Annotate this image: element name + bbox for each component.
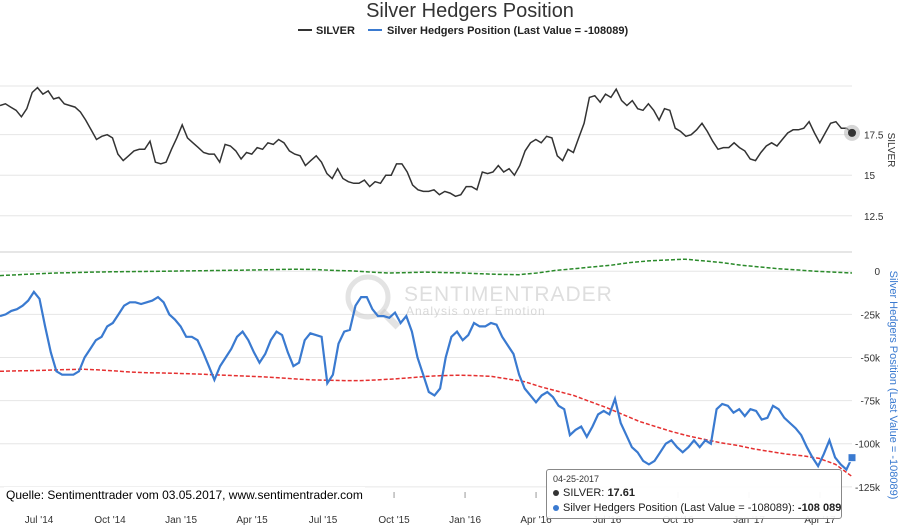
hedgers-hover-marker (847, 453, 857, 463)
top-panel-grid (0, 85, 852, 253)
legend-label-hedgers: Silver Hedgers Position (Last Value = -1… (387, 25, 629, 37)
x-tick-label: Jan '15 (165, 515, 197, 526)
top-y-tick-label: 15 (864, 171, 876, 182)
series-line-red-dashed (0, 368, 853, 478)
top-y-tick-label: 17.5 (864, 131, 884, 142)
tooltip-hedgers-dot (553, 505, 559, 512)
source-caption: Quelle: Sentimenttrader vom 03.05.2017, … (4, 487, 365, 503)
series-line-green-dashed (0, 258, 853, 277)
tooltip-hedgers-label: Silver Hedgers Position (Last Value = -1… (563, 502, 795, 514)
tooltip-hedgers-value: -108 089 (797, 502, 842, 514)
legend-label-silver: SILVER (316, 25, 355, 37)
legend-item-silver[interactable]: SILVER (298, 25, 355, 37)
x-tick-label: Oct '15 (378, 515, 410, 526)
bottom-y-axis-label: Silver Hedgers Position (Last Value = -1… (887, 271, 899, 500)
x-tick-label: Apr '15 (236, 515, 268, 526)
tooltip-silver-value: 17.61 (607, 487, 635, 499)
silver-hover-marker (848, 128, 856, 137)
bottom-y-tick-label: -75k (861, 397, 881, 408)
legend-item-hedgers[interactable]: Silver Hedgers Position (Last Value = -1… (368, 25, 629, 37)
x-tick-label: Oct '16 (662, 515, 694, 526)
top-y-axis-label: SILVER (885, 133, 896, 168)
watermark-brand: SENTIMENTRADER (404, 283, 613, 306)
axis-ticks: 12.5 15 17.5 0 -25k -50k -75k -100k -125k Jul '14… (25, 131, 884, 526)
tooltip: 04-25-2017 SILVER: 17.61 Silver Hedgers … (546, 469, 842, 519)
x-tick-label: Jul '16 (593, 515, 622, 526)
tooltip-row-silver: SILVER: 17.61 (553, 486, 835, 501)
bottom-y-tick-label: -25k (861, 310, 881, 321)
x-tick-label: Apr '17 (804, 515, 836, 526)
series-line-silver (0, 86, 853, 198)
tooltip-date: 04-25-2017 (553, 474, 600, 484)
x-tick-label: Jul '15 (309, 515, 338, 526)
bottom-y-tick-label: -125k (855, 483, 881, 494)
tooltip-silver-label: SILVER: (563, 487, 605, 499)
legend: SILVER Silver Hedgers Position (Last Val… (298, 25, 629, 37)
x-tick-label: Jan '16 (449, 515, 481, 526)
watermark: SENTIMENTRADER Analysis over Emotion (345, 274, 613, 330)
watermark-tagline: Analysis over Emotion (406, 304, 546, 318)
x-tick-label: Jul '14 (25, 515, 54, 526)
bottom-y-tick-label: 0 (874, 267, 880, 278)
bottom-y-tick-label: -50k (861, 353, 881, 364)
series-layer (0, 86, 860, 478)
chart-title: Silver Hedgers Position (366, 0, 574, 22)
tooltip-row-hedgers: Silver Hedgers Position (Last Value = -1… (553, 501, 841, 516)
x-tick-label: Oct '14 (94, 515, 126, 526)
top-y-tick-label: 12.5 (864, 212, 884, 223)
x-tick-label: Apr '16 (520, 515, 552, 526)
bottom-y-tick-label: -100k (855, 440, 881, 451)
series-line-hedgers (0, 290, 853, 472)
x-tick-label: Jan '17 (733, 515, 765, 526)
tooltip-silver-dot (553, 490, 559, 497)
